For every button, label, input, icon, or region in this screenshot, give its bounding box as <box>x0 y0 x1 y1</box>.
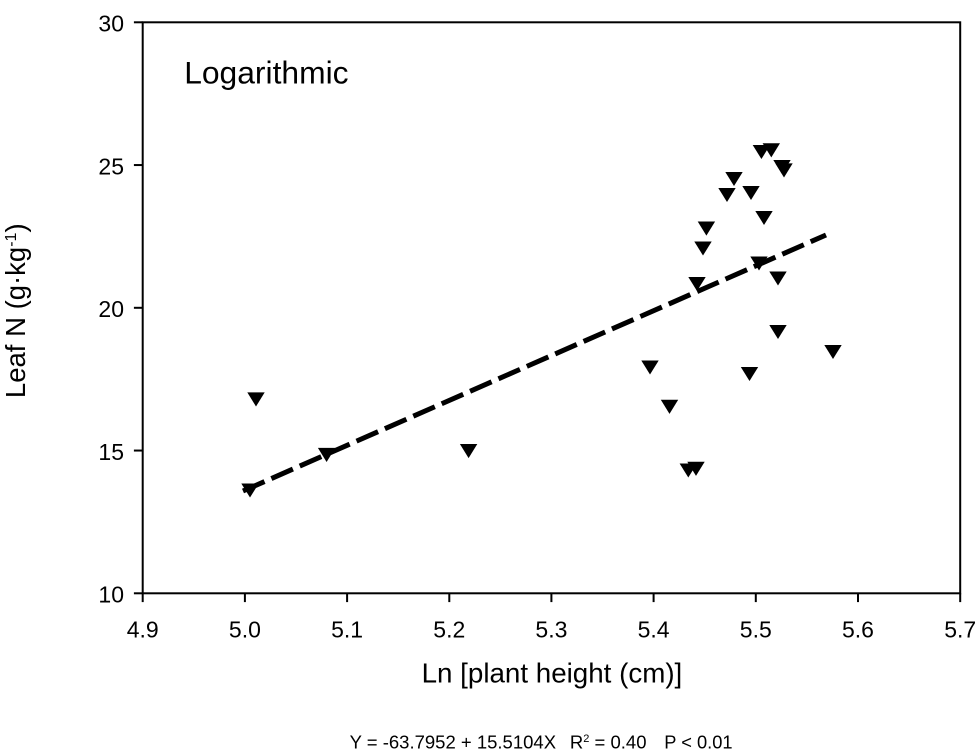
svg-text:5.0: 5.0 <box>229 616 261 642</box>
svg-text:5.4: 5.4 <box>638 616 670 642</box>
svg-text:5.7: 5.7 <box>944 616 976 642</box>
svg-text:5.2: 5.2 <box>433 616 465 642</box>
svg-text:15: 15 <box>98 439 124 465</box>
svg-text:5.5: 5.5 <box>740 616 772 642</box>
svg-text:30: 30 <box>98 11 124 37</box>
svg-text:5.1: 5.1 <box>331 616 363 642</box>
svg-text:10: 10 <box>98 582 124 608</box>
svg-text:20: 20 <box>98 296 124 322</box>
svg-text:P < 0.01: P < 0.01 <box>664 732 732 753</box>
svg-text:Ln [plant height (cm)]: Ln [plant height (cm)] <box>422 658 683 689</box>
svg-text:5.6: 5.6 <box>842 616 874 642</box>
svg-text:Leaf N (g·kg-1): Leaf N (g·kg-1) <box>0 223 31 398</box>
svg-text:Logarithmic: Logarithmic <box>184 54 348 90</box>
svg-text:4.9: 4.9 <box>127 616 159 642</box>
svg-text:R2 = 0.40: R2 = 0.40 <box>570 732 647 753</box>
svg-text:5.3: 5.3 <box>535 616 567 642</box>
svg-text:25: 25 <box>98 153 124 179</box>
svg-text:Y = -63.7952 + 15.5104X: Y = -63.7952 + 15.5104X <box>350 732 556 753</box>
